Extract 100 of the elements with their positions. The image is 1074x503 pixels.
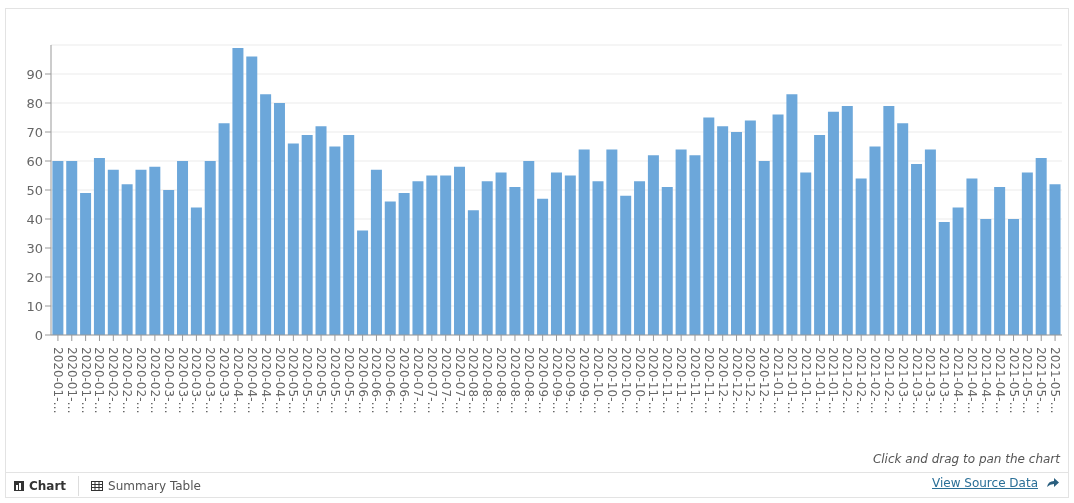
x-tick-label: 2021-01-… [771,347,786,414]
y-tick-label: 90 [26,66,43,82]
bar [260,94,272,335]
x-tick-label: 2020-07-… [411,347,426,414]
bar [149,166,161,335]
x-tick-label: 2020-08-… [521,347,536,414]
x-tick-label: 2020-03-… [189,347,204,414]
x-tick-label: 2021-04-… [951,347,966,414]
x-tick-label: 2020-01-… [78,347,93,414]
bar [412,181,424,335]
bar [675,149,687,335]
bar [440,175,452,335]
x-tick-label: 2020-12-… [757,347,772,414]
x-tick-label: 2020-05-… [286,347,301,414]
bar [606,149,618,335]
bar [204,161,216,335]
bar [481,181,493,335]
bar [343,134,355,335]
bar [564,175,576,335]
bar [1007,219,1019,335]
x-tick-label: 2020-01-… [64,347,79,414]
x-tick-label: 2020-06-… [369,347,384,414]
x-tick-label: 2021-02-… [840,347,855,414]
x-tick-label: 2021-03-… [937,347,952,414]
bar [550,172,562,335]
x-tick-label: 2021-01-… [826,347,841,414]
bar [1021,172,1033,335]
bar [107,169,119,335]
x-tick-label: 2021-05-… [1006,347,1021,414]
x-tick-label: 2020-05-… [341,347,356,414]
bar [177,161,189,335]
bar [814,134,826,335]
bar [620,195,632,335]
x-tick-label: 2021-05-… [1048,347,1063,414]
y-tick-label: 80 [26,95,43,111]
x-tick-label: 2021-05-… [1034,347,1049,414]
x-tick-label: 2020-08-… [507,347,522,414]
bar [994,187,1006,335]
text: Chart [29,479,67,493]
bar [855,178,867,335]
x-tick-label: 2020-07-… [424,347,439,414]
bar [980,219,992,335]
bar [52,161,64,335]
bar [758,161,770,335]
bar [93,158,105,335]
bar [301,134,313,335]
bar [841,105,853,335]
y-tick-label: 10 [26,298,43,314]
x-tick-label: 2021-04-… [964,347,979,414]
bar [703,117,715,335]
bar [287,143,299,335]
bar [869,146,881,335]
x-tick-label: 2020-10-… [632,347,647,414]
bar [634,181,646,335]
bar [952,207,964,335]
bar [647,155,659,335]
x-tick-label: 2020-10-… [618,347,633,414]
bar [772,114,784,335]
bar [827,111,839,335]
bar [661,187,673,335]
x-tick-label: 2020-08-… [494,347,509,414]
x-tick-label: 2020-06-… [397,347,412,414]
x-tick-label: 2020-03-… [203,347,218,414]
bar [800,172,812,335]
y-tick-label: 0 [34,327,43,343]
x-tick-label: 2020-11-… [687,347,702,414]
x-tick-label: 2020-02-… [147,347,162,414]
x-tick-label: 2020-09-… [577,347,592,414]
x-tick-label: 2021-04-… [978,347,993,414]
x-tick-label: 2021-05-… [1020,347,1035,414]
bar [495,172,507,335]
x-tick-label: 2020-04-… [244,347,259,414]
bar [218,123,230,335]
bar [357,230,369,335]
x-tick-label: 2020-11-… [646,347,661,414]
x-tick-label: 2021-02-… [868,347,883,414]
x-tick-label: 2020-12-… [729,347,744,414]
bar [273,103,285,335]
x-tick-label: 2021-03-… [909,347,924,414]
x-tick-label: 2020-02-… [134,347,149,414]
bar [883,105,895,335]
x-tick-label: 2020-03-… [217,347,232,414]
x-tick-label: 2020-01-… [50,347,65,414]
x-tick-label: 2020-06-… [355,347,370,414]
bar [509,187,521,335]
bar [897,123,909,335]
x-tick-label: 2020-05-… [300,347,315,414]
x-tick-label: 2020-08-… [466,347,481,414]
bar [190,207,202,335]
text: Click and drag to pan the chart [872,452,1060,466]
x-tick-label: 2020-01-… [92,347,107,414]
x-tick-label: 2020-11-… [660,347,675,414]
x-tick-label: 2020-03-… [161,347,176,414]
x-tick-label: 2020-06-… [383,347,398,414]
text: View Source Data [932,476,1038,490]
x-tick-label: 2020-02-… [120,347,135,414]
x-tick-label: 2020-02-… [106,347,121,414]
x-tick-label: 2020-10-… [604,347,619,414]
bar [592,181,604,335]
x-tick-label: 2020-05-… [327,347,342,414]
